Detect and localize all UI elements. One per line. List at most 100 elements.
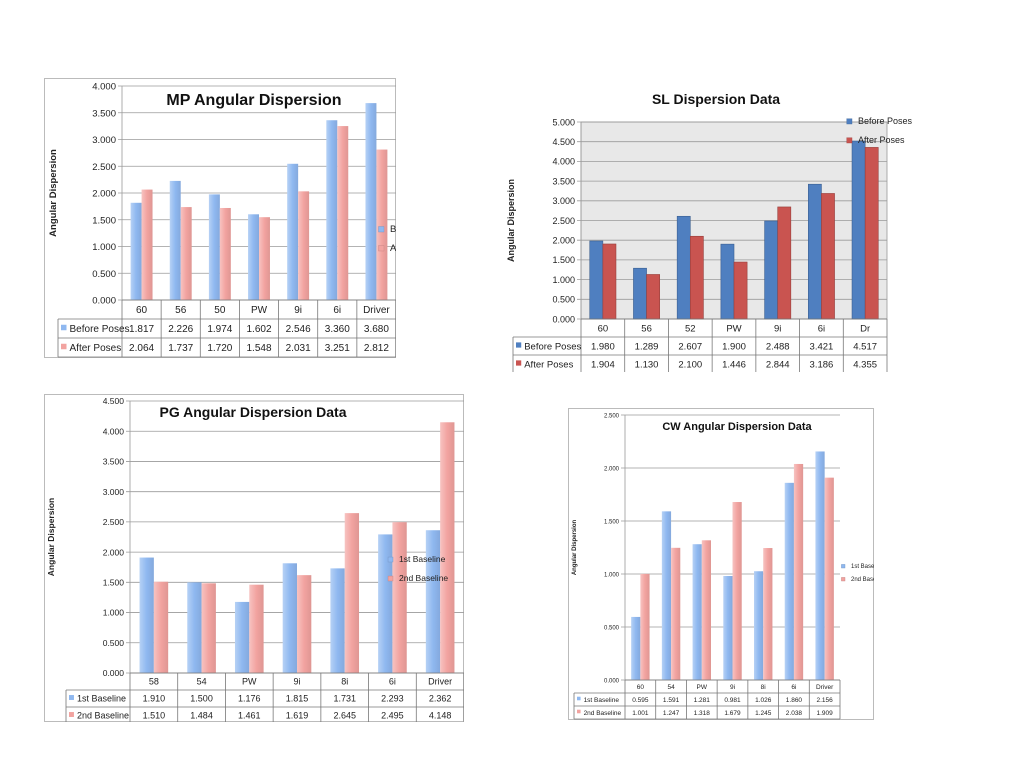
chart-sl-table-value: 1.980	[591, 341, 615, 352]
chart-cw-table-series-name: 1st Baseline	[584, 697, 620, 704]
chart-cw-table-value: 0.981	[724, 697, 741, 704]
chart-sl-legend-label: After Poses	[858, 135, 905, 145]
chart-sl-table-value: 1.904	[591, 359, 615, 370]
chart-pg-table-series-name: 2nd Baseline	[77, 711, 129, 721]
chart-mp-table-value: 1.602	[246, 324, 271, 335]
chart-mp-table-value: 2.546	[286, 324, 311, 335]
chart-mp-table-series-name: Before Poses	[70, 324, 130, 335]
chart-sl-ylabel: Angular Dispersion	[506, 179, 516, 262]
chart-cw-table-value: 1.247	[663, 710, 680, 717]
chart-pg-legend-swatch	[387, 575, 394, 582]
chart-sl-bar-series1	[633, 267, 647, 320]
chart-mp-table-value: 1.737	[168, 343, 193, 354]
chart-mp-ytick-label: 0.500	[92, 269, 116, 280]
chart-cw-ylabel: Angular Dispersion	[572, 519, 578, 575]
chart-pg-ytick-label: 4.500	[103, 396, 125, 406]
chart-mp-ytick-label: 3.500	[92, 108, 116, 119]
chart-sl-ytick-label: 2.500	[552, 216, 575, 226]
chart-sl-category-label: 52	[685, 323, 696, 334]
chart-cw-table-value: 1.591	[663, 697, 680, 704]
chart-cw-table-value: 1.679	[724, 710, 741, 717]
chart-pg-category-label: 54	[197, 677, 207, 687]
chart-pg-table-value: 1.815	[286, 694, 309, 704]
chart-cw-ytick-label: 0.000	[604, 678, 620, 684]
chart-pg-category-label: 8i	[341, 677, 348, 687]
chart-cw-bar-series2	[671, 547, 681, 680]
chart-mp-table-series-name: After Poses	[70, 343, 122, 354]
chart-mp-category-label: 60	[136, 305, 148, 316]
chart-cw-bar-series2	[793, 463, 804, 680]
chart-cw-table-value: 1.245	[755, 710, 772, 717]
chart-cw-table-value: 1.281	[694, 697, 711, 704]
chart-pg-legend-label: 2nd Baseline	[399, 573, 448, 583]
chart-pg-bar-series1	[282, 563, 297, 673]
chart-cw-category-label: Driver	[816, 684, 834, 691]
chart-pg-table-series-name: 1st Baseline	[77, 694, 126, 704]
chart-mp-bar-series1	[130, 202, 142, 300]
chart-pg-table-value: 1.176	[238, 694, 261, 704]
chart-sl-bar-series2	[602, 243, 617, 320]
chart-cw-category-label: 9i	[730, 684, 735, 691]
chart-mp-category-label: 9i	[294, 305, 302, 316]
chart-pg-bar-series2	[201, 583, 216, 673]
chart-cw-legend-label: 2nd Baseline	[851, 577, 874, 583]
chart-sl-bar-series2	[777, 206, 792, 320]
chart-cw-bar-series2	[701, 540, 711, 680]
chart-sl-table-value: 4.355	[853, 359, 877, 370]
chart-pg-table-value: 1.731	[333, 694, 356, 704]
chart-pg-table-value: 1.461	[238, 711, 261, 721]
chart-sl-category-label: Dr	[860, 323, 870, 334]
chart-cw-title: CW Angular Dispersion Data	[662, 421, 812, 433]
chart-cw-table-value: 2.156	[817, 697, 834, 704]
chart-sl-table-value: 2.844	[766, 359, 790, 370]
chart-mp-category-label: PW	[251, 305, 268, 316]
chart-sl: 0.000 0.500 1.000 1.500 2.000 2.500 3.000 3.500…	[505, 82, 920, 374]
chart-pg-table-swatch	[69, 712, 74, 717]
chart-mp-bar-series1	[326, 120, 338, 300]
chart-cw-table-value: 1.026	[755, 697, 772, 704]
chart-cw-table-value: 2.038	[786, 710, 803, 717]
chart-pg-category-label: 9i	[293, 677, 300, 687]
chart-cw-table-value: 1.860	[786, 697, 803, 704]
chart-sl-bar-series2	[821, 193, 835, 320]
chart-cw-bar-series1	[723, 576, 733, 680]
chart-pg-title: PG Angular Dispersion Data	[160, 404, 347, 420]
chart-pg-bar-series2	[440, 422, 455, 673]
chart-mp-ytick-label: 1.500	[92, 215, 116, 226]
chart-cw-bar-series2	[824, 477, 834, 680]
chart-mp-ytick-label: 4.000	[92, 82, 116, 93]
chart-pg-bar-series1	[330, 568, 345, 673]
chart-sl-title: SL Dispersion Data	[652, 91, 780, 107]
chart-pg-table-value: 1.500	[190, 694, 213, 704]
chart-mp-title: MP Angular Dispersion	[166, 92, 341, 109]
chart-mp-table-value: 1.720	[207, 343, 232, 354]
chart-sl-table-series-name: After Poses	[524, 359, 573, 370]
chart-cw-table-swatch	[577, 696, 581, 701]
chart-pg-bar-series1	[234, 601, 250, 673]
chart-cw-category-label: 60	[637, 684, 645, 691]
chart-cw-legend-swatch	[841, 564, 846, 569]
chart-mp-ytick-label: 0.000	[92, 296, 116, 307]
chart-sl-bar-series2	[689, 235, 704, 320]
chart-sl-table-value: 2.488	[766, 341, 790, 352]
chart-sl-svg: 0.000 0.500 1.000 1.500 2.000 2.500 3.000 3.500…	[506, 91, 913, 374]
chart-mp-bar-series2	[259, 217, 270, 300]
chart-sl-legend-label: Before Poses	[858, 116, 913, 126]
chart-sl-legend-swatch	[846, 118, 853, 125]
chart-sl-table-swatch	[516, 360, 522, 366]
chart-mp-category-label: Driver	[363, 305, 390, 316]
chart-cw: 0.000 0.500 1.000 1.500 2.000 2.500 Angular Di…	[568, 408, 886, 720]
chart-sl-ytick-label: 1.500	[552, 255, 575, 265]
chart-cw-bar-series1	[784, 482, 794, 680]
chart-pg-table-value: 2.645	[333, 711, 356, 721]
chart-cw-table-value: 1.318	[694, 710, 711, 717]
chart-pg-legend-label: 1st Baseline	[399, 554, 446, 564]
chart-pg-ytick-label: 4.000	[103, 426, 125, 436]
chart-pg-ytick-label: 3.500	[103, 457, 125, 467]
chart-mp-category-label: 6i	[333, 305, 341, 316]
chart-mp-ytick-label: 1.000	[92, 242, 116, 253]
chart-pg-bar-series1	[139, 557, 154, 673]
chart-sl-table-value: 2.100	[678, 359, 702, 370]
chart-pg-category-label: 6i	[389, 677, 396, 687]
chart-mp-bar-series2	[141, 189, 153, 300]
